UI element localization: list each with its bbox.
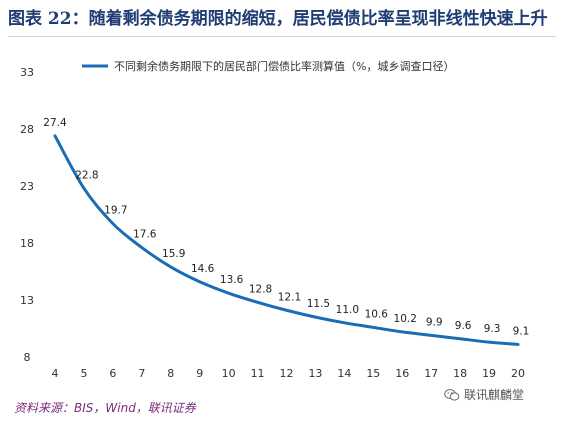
data-label: 27.4 [43,117,67,129]
data-label: 9.6 [455,320,472,332]
y-axis: 8 13 18 23 28 33 [20,66,34,364]
source-note: 资料来源：BIS，Wind，联讯证券 [14,401,196,415]
data-label: 12.8 [249,283,272,295]
x-tick-label: 7 [138,367,145,380]
x-tick-label: 16 [395,367,409,380]
data-label: 10.2 [394,313,417,325]
data-label: 11.0 [336,304,359,316]
x-tick-label: 17 [424,367,438,380]
data-labels: 27.4 22.8 19.7 17.6 15.9 14.6 13.6 12.8 12.1 11.5… [43,117,529,338]
data-label: 13.6 [220,274,244,286]
x-tick-label: 10 [222,367,236,380]
x-tick-label: 18 [453,367,467,380]
x-tick-label: 8 [167,367,174,380]
data-label: 12.1 [278,291,301,303]
x-tick-label: 5 [80,367,87,380]
series-line [53,134,520,346]
watermark-text: 联讯麒麟堂 [464,388,525,402]
data-label: 14.6 [191,263,215,275]
chart-title: 图表 22：随着剩余债务期限的缩短，居民偿债比率呈现非线性快速上升 [8,9,548,29]
x-tick-label: 4 [52,367,59,380]
x-tick-label: 11 [251,367,265,380]
y-tick-label: 18 [20,237,34,250]
x-tick-label: 6 [109,367,116,380]
data-label: 11.5 [307,298,330,310]
data-label: 19.7 [104,205,127,217]
y-tick-label: 28 [20,123,34,136]
data-label: 10.6 [365,308,389,320]
x-tick-label: 15 [366,367,380,380]
watermark: 联讯麒麟堂 [444,386,524,403]
x-tick-label: 12 [280,367,294,380]
x-tick-label: 9 [196,367,203,380]
wechat-icon [444,388,460,401]
data-label: 17.6 [133,229,157,241]
y-tick-label: 8 [24,351,31,364]
legend: 不同剩余债务期限下的居民部门偿债比率测算值（%，城乡调查口径） [82,59,454,73]
x-axis: 4 5 6 7 8 9 10 11 12 13 14 15 16 17 18 19 20 [52,367,526,380]
title-divider [8,36,556,37]
data-label: 9.9 [426,316,443,328]
y-tick-label: 33 [20,66,34,79]
x-tick-label: 19 [482,367,496,380]
legend-label: 不同剩余债务期限下的居民部门偿债比率测算值（%，城乡调查口径） [114,59,454,73]
data-label: 9.1 [513,325,530,337]
x-tick-label: 13 [308,367,322,380]
data-label: 9.3 [484,323,501,335]
x-tick-label: 20 [511,367,525,380]
x-tick-label: 14 [337,367,351,380]
y-tick-label: 13 [20,294,34,307]
data-label: 22.8 [75,169,98,181]
data-label: 15.9 [162,248,185,260]
y-tick-label: 23 [20,180,34,193]
